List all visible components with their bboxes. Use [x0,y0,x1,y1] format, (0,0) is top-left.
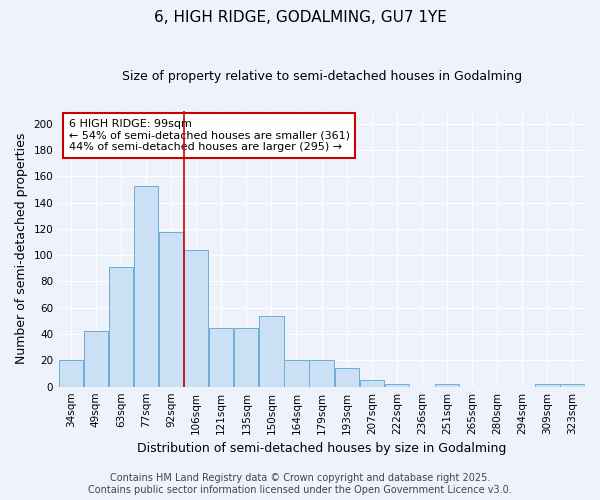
Text: 6 HIGH RIDGE: 99sqm
← 54% of semi-detached houses are smaller (361)
44% of semi-: 6 HIGH RIDGE: 99sqm ← 54% of semi-detach… [69,119,350,152]
Bar [310,360,334,386]
Bar [134,186,158,386]
Bar [435,384,459,386]
Text: Contains HM Land Registry data © Crown copyright and database right 2025.
Contai: Contains HM Land Registry data © Crown c… [88,474,512,495]
Text: 6, HIGH RIDGE, GODALMING, GU7 1YE: 6, HIGH RIDGE, GODALMING, GU7 1YE [154,10,446,25]
Bar [359,380,384,386]
Title: Size of property relative to semi-detached houses in Godalming: Size of property relative to semi-detach… [122,70,521,83]
Bar [109,267,133,386]
Bar [335,368,359,386]
Bar [184,250,208,386]
Bar [259,316,284,386]
Bar [284,360,308,386]
Bar [209,328,233,386]
Bar [560,384,584,386]
Bar [159,232,183,386]
Bar [385,384,409,386]
Bar [83,332,108,386]
Bar [59,360,83,386]
Y-axis label: Number of semi-detached properties: Number of semi-detached properties [15,133,28,364]
Bar [234,328,259,386]
Bar [535,384,560,386]
X-axis label: Distribution of semi-detached houses by size in Godalming: Distribution of semi-detached houses by … [137,442,506,455]
